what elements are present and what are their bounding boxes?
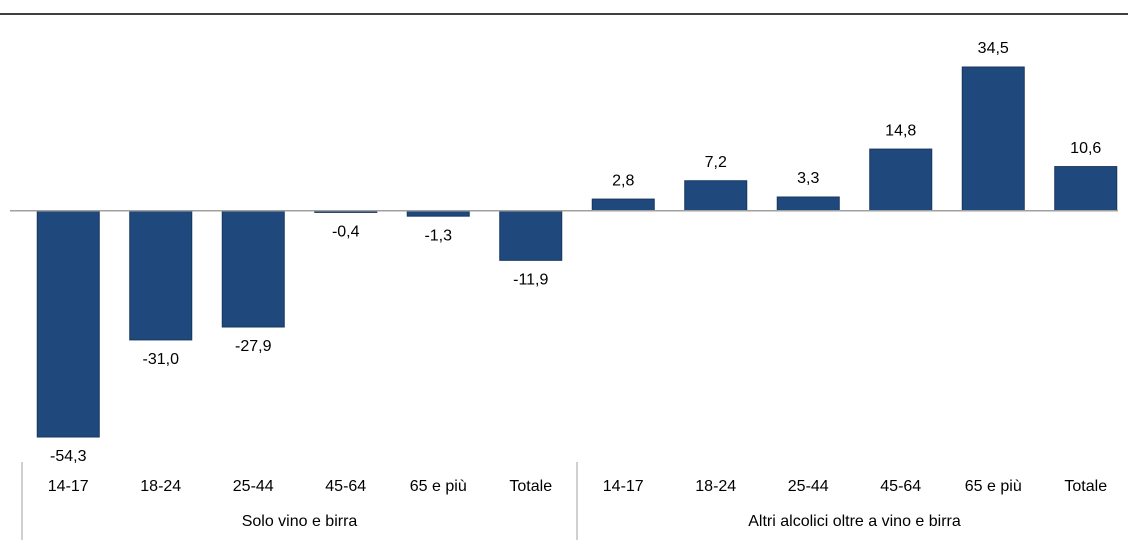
bar [684,180,748,212]
value-label: 14,8 [885,122,916,139]
x-tick-label: 25-44 [233,478,274,495]
x-tick-label: 25-44 [788,478,829,495]
x-tick-label: 65 e più [410,478,467,495]
bar [591,198,655,212]
group-label: Altri alcolici oltre a vino e birra [748,513,961,530]
x-tick-label: 18-24 [140,478,181,495]
value-label: -11,9 [513,272,548,289]
value-label: 34,5 [978,40,1009,57]
bar [961,66,1025,212]
bar [776,196,840,212]
bar [36,210,100,438]
bar [499,210,563,261]
value-label: -27,9 [235,338,272,355]
x-tick-label: Totale [509,478,552,495]
bar [869,148,933,212]
value-label: -1,3 [424,227,452,244]
x-tick-label: 45-64 [880,478,921,495]
value-label: 2,8 [612,172,634,189]
x-tick-label: 14-17 [48,478,89,495]
bar [1054,166,1118,212]
bar [406,210,470,217]
x-tick-label: 45-64 [325,478,366,495]
x-tick-label: 14-17 [603,478,644,495]
value-label: -0,4 [332,224,360,241]
bar [221,210,285,328]
x-tick-label: 65 e più [965,478,1022,495]
value-label: 10,6 [1070,140,1101,157]
bar [129,210,193,341]
value-label: -31,0 [143,351,180,368]
x-tick-label: 18-24 [695,478,736,495]
value-label: 7,2 [705,154,727,171]
value-label: -54,3 [50,448,87,465]
x-tick-label: Totale [1064,478,1107,495]
group-label: Solo vino e birra [242,513,358,530]
value-label: 3,3 [797,170,819,187]
